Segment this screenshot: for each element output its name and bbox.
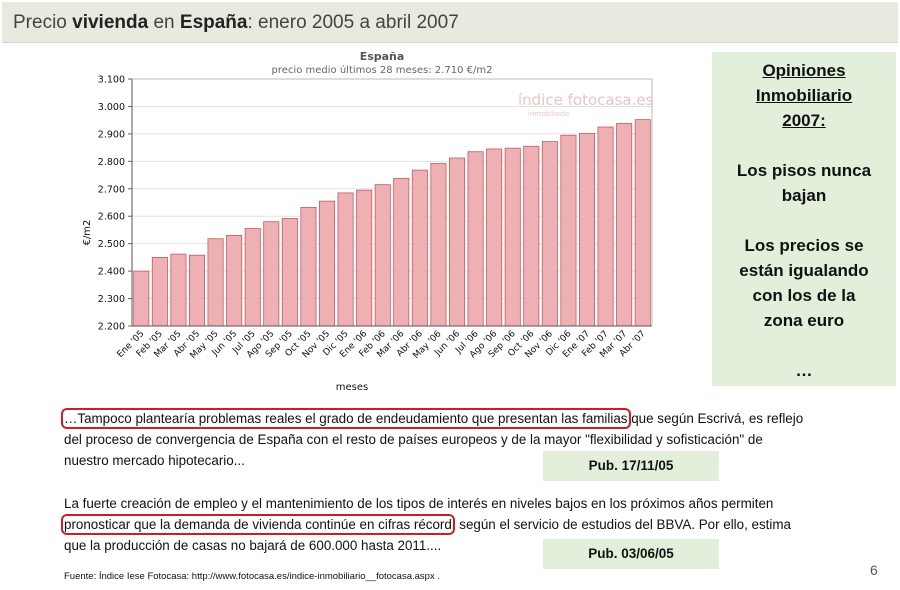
bar [578, 132, 596, 327]
quote-2-highlight: pronosticar que la demanda de vivienda c… [61, 514, 455, 535]
chart-title: España [360, 50, 405, 63]
quote-1-highlight: …Tampoco plantearía problemas reales el … [61, 408, 631, 429]
opinion-statement-1: Los pisos nunca bajan [736, 161, 872, 205]
y-tick-label: 2.900 [98, 129, 125, 140]
bar [467, 151, 484, 327]
page-number: 6 [870, 562, 878, 578]
watermark-logo: índice fotocasa.es [518, 91, 654, 109]
bar [504, 147, 521, 327]
y-tick-label: 3.000 [98, 102, 125, 113]
pub-date-1: Pub. 17/11/05 [543, 451, 719, 481]
quote-1: …Tampoco plantearía problemas reales el … [61, 408, 804, 468]
bar [411, 169, 428, 327]
title-bar: Precio vivienda en España: enero 2005 a … [2, 2, 898, 43]
bar [300, 207, 317, 327]
source-footnote: Fuente: Índice Iese Fotocasa: http://www… [64, 571, 440, 582]
bar [133, 270, 150, 327]
y-tick-label: 2.700 [98, 184, 125, 195]
bar [151, 256, 168, 327]
y-axis-label: €/m2 [82, 220, 93, 246]
watermark-subtext: inmobiliario [528, 110, 569, 118]
bar [430, 163, 447, 327]
price-chart: España precio medio últimos 28 meses: 2.7… [70, 48, 690, 398]
bar [374, 184, 391, 327]
bar [170, 253, 187, 327]
opinion-box: Opiniones Inmobiliario 2007: Los pisos n… [712, 52, 896, 386]
y-tick-label: 2.400 [98, 267, 125, 278]
bar [597, 126, 614, 327]
y-tick-label: 3.100 [98, 75, 125, 86]
quote-2: La fuerte creación de empleo y el manten… [61, 496, 791, 553]
slide-title: Precio vivienda en España: enero 2005 a … [13, 12, 459, 33]
bar [486, 148, 503, 327]
bar [281, 218, 298, 327]
y-tick-label: 2.300 [98, 294, 125, 305]
bar [541, 141, 558, 327]
x-axis-label: meses [336, 382, 368, 393]
bar [337, 192, 354, 327]
y-tick-label: 2.200 [98, 322, 125, 333]
bar [318, 200, 336, 327]
pub-date-2: Pub. 03/06/05 [543, 539, 719, 569]
bar [244, 228, 261, 327]
opinion-heading: Opiniones Inmobiliario 2007: [755, 61, 853, 130]
chart-subtitle: precio medio últimos 28 meses: 2.710 €/m… [272, 64, 493, 76]
opinion-ellipsis: … [795, 361, 813, 380]
y-tick-label: 2.800 [98, 157, 125, 168]
opinion-statement-2: Los precios se están igualando con los d… [739, 236, 869, 330]
bar [560, 134, 577, 327]
bar [634, 119, 651, 327]
bar [226, 235, 243, 327]
bar [356, 189, 373, 327]
bar [616, 123, 633, 327]
bar [188, 254, 206, 327]
bar [393, 177, 410, 327]
bar [263, 221, 280, 327]
y-tick-label: 2.500 [98, 239, 125, 250]
bar [207, 238, 224, 327]
bar [448, 157, 466, 327]
bar [523, 145, 540, 327]
y-tick-label: 2.600 [98, 212, 125, 223]
